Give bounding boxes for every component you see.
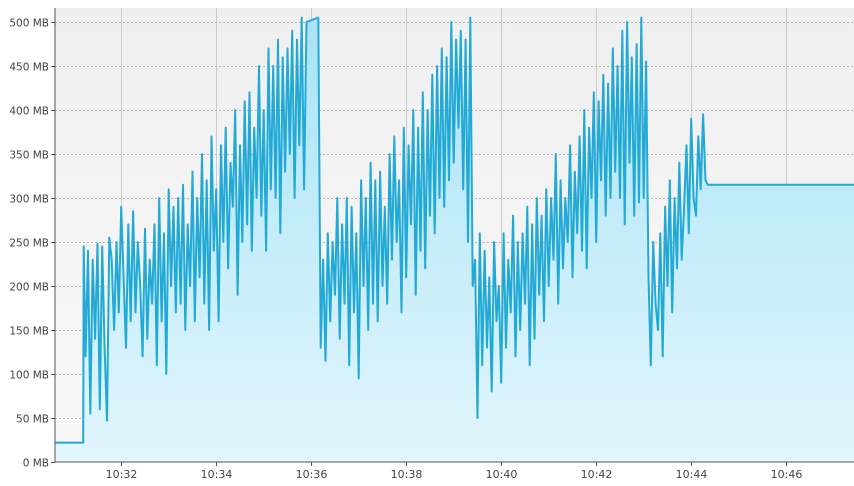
- y-tick-label: 200 MB: [9, 282, 49, 294]
- y-tick-label: 350 MB: [9, 150, 49, 162]
- memory-line: [55, 16, 854, 444]
- y-tick-label: 450 MB: [9, 62, 49, 74]
- x-tick-label: 10:42: [581, 468, 613, 481]
- y-tick-label: 0 MB: [23, 458, 49, 470]
- x-axis-ticks: 10:32 10:34 10:36 10:38 10:40 10:42 10:44 10:46: [106, 462, 803, 481]
- x-tick-label: 10:38: [391, 468, 423, 481]
- y-tick-label: 250 MB: [9, 238, 49, 250]
- y-tick-label: 400 MB: [9, 106, 49, 118]
- y-tick-label: 500 MB: [9, 18, 49, 30]
- y-axis-ticks: 0 MB 50 MB 100 MB 150 MB 200 MB 250 MB 300 MB 3…: [9, 18, 55, 470]
- x-tick-label: 10:44: [676, 468, 708, 481]
- x-tick-label: 10:46: [771, 468, 803, 481]
- x-tick-label: 10:36: [296, 468, 328, 481]
- x-tick-label: 10:34: [201, 468, 233, 481]
- memory-area-fill: [55, 17, 854, 462]
- y-tick-label: 100 MB: [9, 370, 49, 382]
- x-tick-label: 10:40: [486, 468, 518, 481]
- y-tick-label: 300 MB: [9, 194, 49, 206]
- y-tick-label: 50 MB: [16, 414, 49, 426]
- x-tick-label: 10:32: [106, 468, 138, 481]
- y-tick-label: 150 MB: [9, 326, 49, 338]
